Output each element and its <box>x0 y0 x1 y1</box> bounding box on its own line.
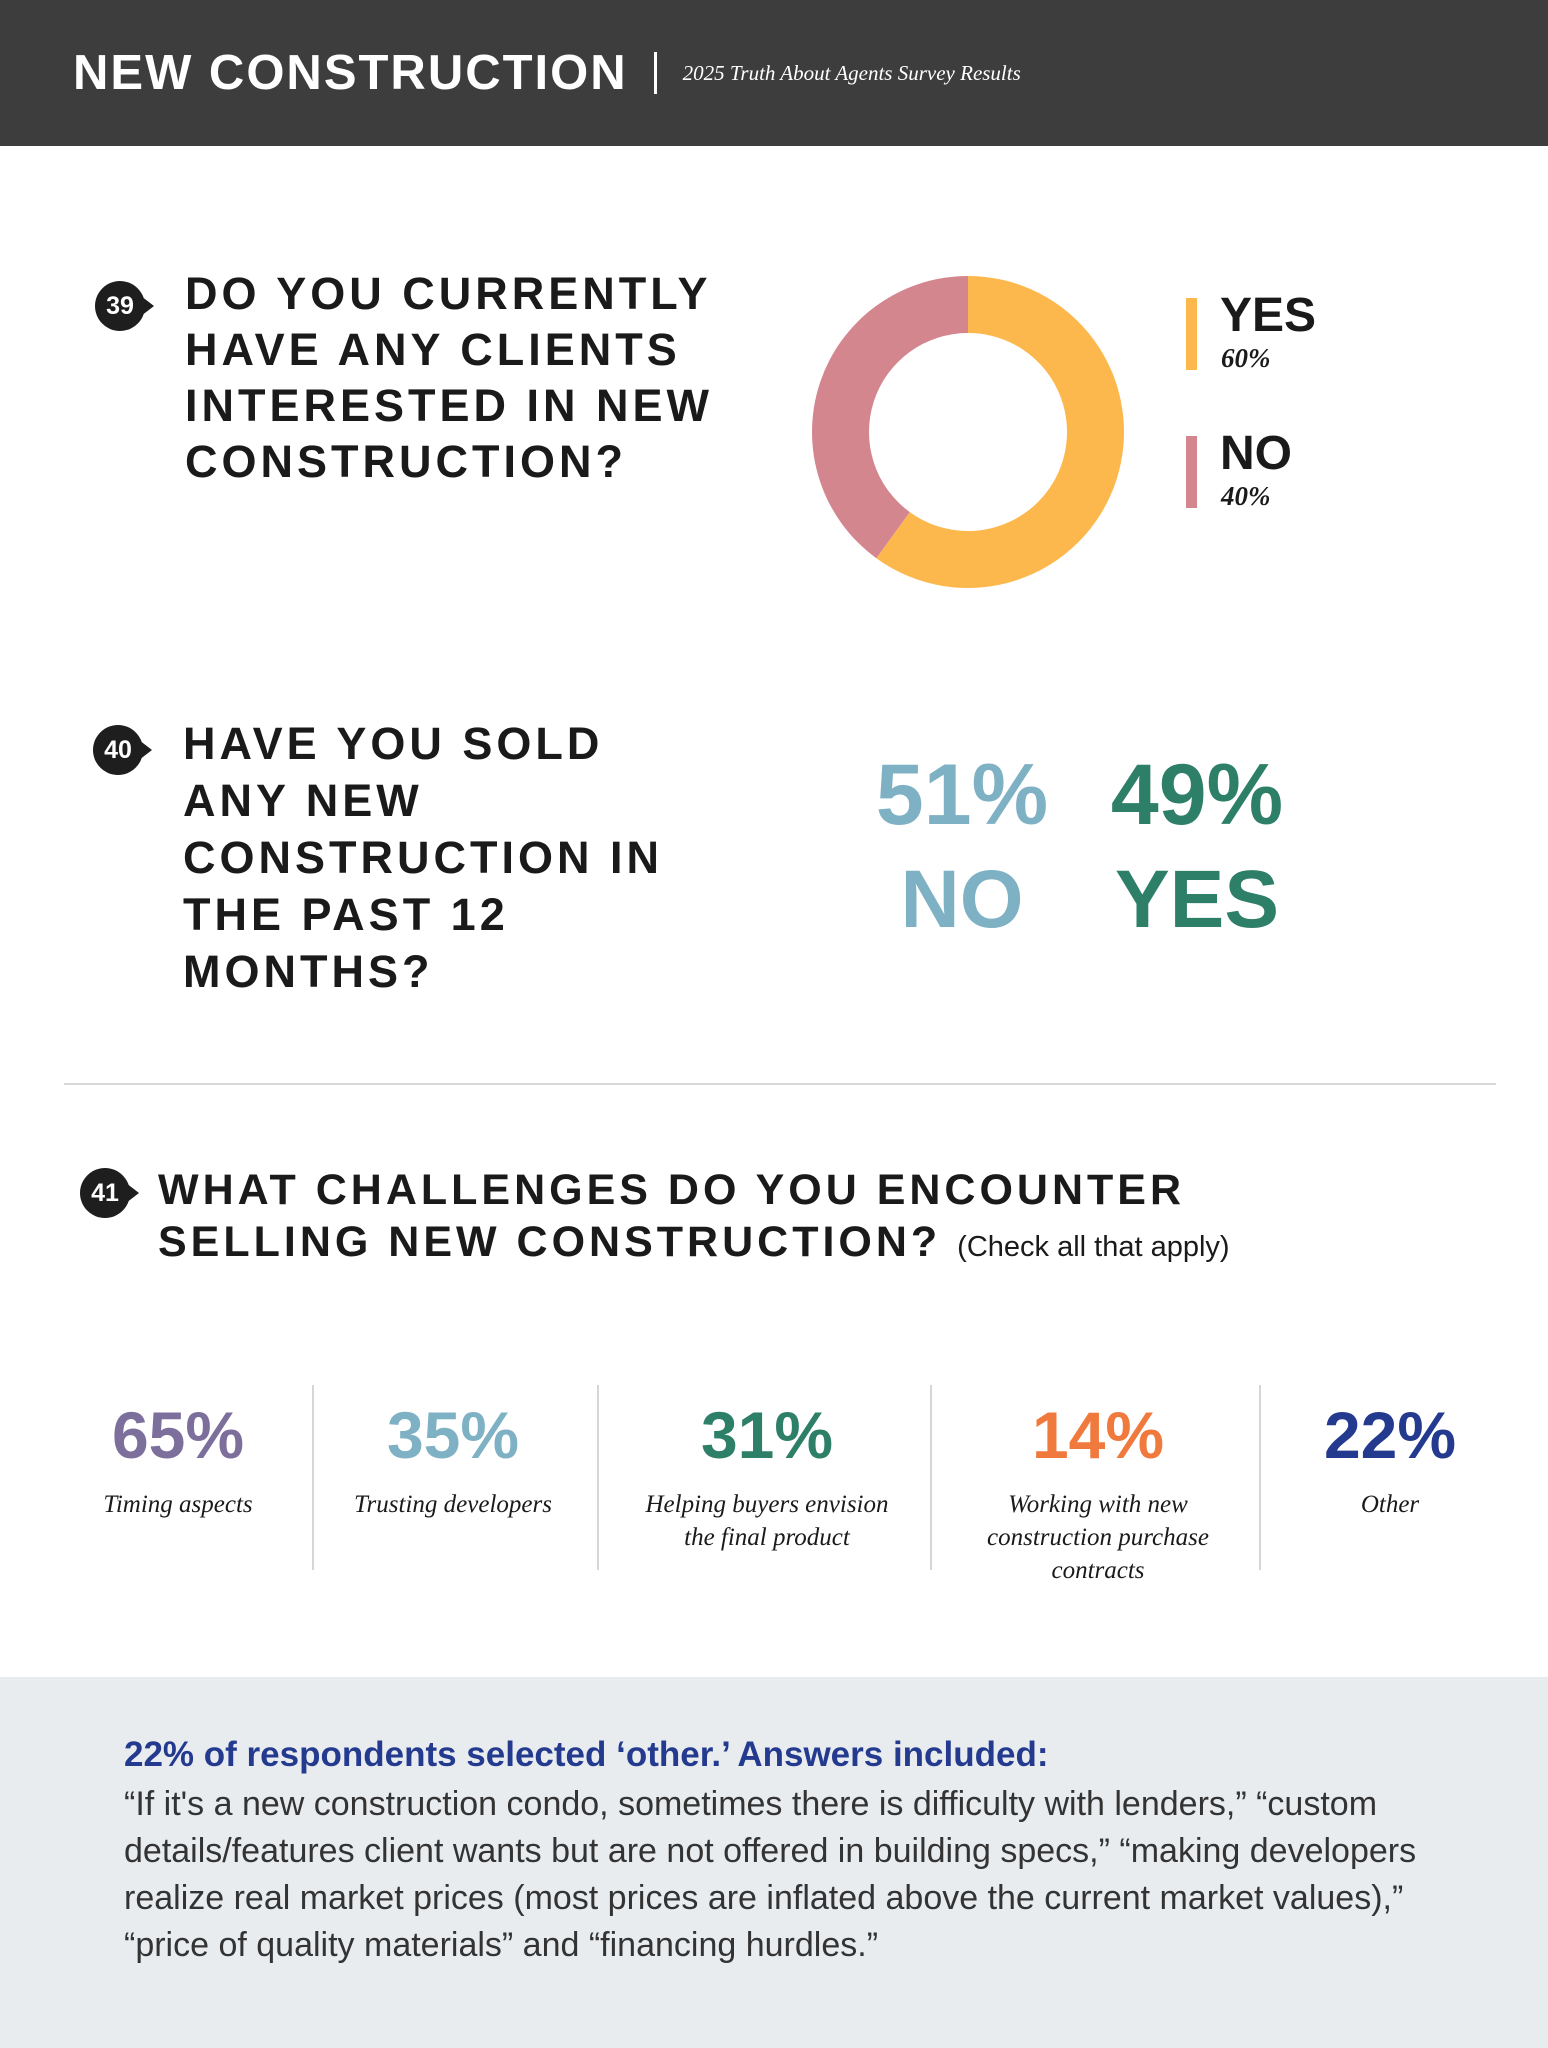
challenge-value: 65% <box>111 1398 245 1472</box>
stat-no-label: NO <box>900 854 1024 945</box>
header-divider <box>653 52 657 94</box>
question-40-badge: 40 <box>93 725 157 775</box>
donut-chart <box>812 276 1124 588</box>
challenge-label: Helping buyers envision the final produc… <box>645 1491 889 1551</box>
legend-no-label: NO <box>1220 427 1292 480</box>
challenge-label: Other <box>1360 1491 1420 1518</box>
challenge-value: 22% <box>1323 1398 1457 1472</box>
donut-slice-yes <box>876 276 1124 588</box>
question-41-title: WHAT CHALLENGES DO YOU ENCOUNTER SELLING… <box>158 1166 1186 1266</box>
question-39-text: DO YOU CURRENTLY HAVE ANY CLIENTS INTERE… <box>185 268 714 487</box>
header-bar: NEW CONSTRUCTION 2025 Truth About Agents… <box>0 0 1548 146</box>
question-39-badge: 39 <box>95 281 159 331</box>
badge-pointer <box>139 740 152 760</box>
question-number: 41 <box>80 1168 130 1218</box>
section-divider <box>64 1083 1496 1085</box>
legend-yes-value: 60% <box>1221 343 1271 373</box>
donut-slice-no <box>812 276 968 559</box>
challenge-envision-product: 31% Helping buyers envision the final pr… <box>612 1390 922 1554</box>
question-number: 40 <box>93 725 143 775</box>
challenge-label: Timing aspects <box>103 1491 253 1518</box>
question-41-text: WHAT CHALLENGES DO YOU ENCOUNTER SELLING… <box>158 1164 1338 1273</box>
question-41-note: (Check all that apply) <box>957 1231 1230 1263</box>
stat-no-value: 51% <box>875 747 1049 843</box>
legend-no-swatch <box>1186 436 1197 508</box>
other-answers-panel <box>0 1677 1548 2048</box>
legend-yes-label: YES <box>1220 289 1317 342</box>
column-divider <box>930 1385 932 1570</box>
question-40-text: HAVE YOU SOLD ANY NEW CONSTRUCTION IN TH… <box>183 718 663 997</box>
challenge-value: 31% <box>700 1398 834 1472</box>
column-divider <box>1259 1385 1261 1570</box>
challenge-value: 35% <box>386 1398 520 1472</box>
challenge-trusting-developers: 35% Trusting developers <box>328 1390 578 1521</box>
challenge-label: Trusting developers <box>354 1491 552 1518</box>
badge-pointer <box>126 1183 139 1203</box>
question-number: 39 <box>95 281 145 331</box>
page-subtitle: 2025 Truth About Agents Survey Results <box>682 60 1021 85</box>
challenge-value: 14% <box>1031 1398 1165 1472</box>
column-divider <box>312 1385 314 1570</box>
legend-no-value: 40% <box>1221 481 1271 511</box>
page-title: NEW CONSTRUCTION <box>73 46 628 100</box>
stat-no: 51% NO <box>852 745 1072 955</box>
badge-pointer <box>141 296 154 316</box>
challenge-purchase-contracts: 14% Working with new construction purcha… <box>948 1390 1248 1587</box>
stat-yes: 49% YES <box>1082 745 1312 955</box>
question-41-badge: 41 <box>80 1168 144 1218</box>
challenge-other: 22% Other <box>1275 1390 1505 1521</box>
column-divider <box>597 1385 599 1570</box>
other-answers-body: “If it's a new construction condo, somet… <box>124 1785 1417 1964</box>
stat-yes-value: 49% <box>1110 747 1284 843</box>
stat-yes-label: YES <box>1114 854 1280 945</box>
challenge-label: Working with new construction purchase c… <box>987 1491 1209 1584</box>
challenge-timing: 65% Timing aspects <box>58 1390 298 1521</box>
legend-yes-swatch <box>1186 298 1197 370</box>
other-answers-heading: 22% of respondents selected ‘other.’ Ans… <box>124 1735 1049 1774</box>
